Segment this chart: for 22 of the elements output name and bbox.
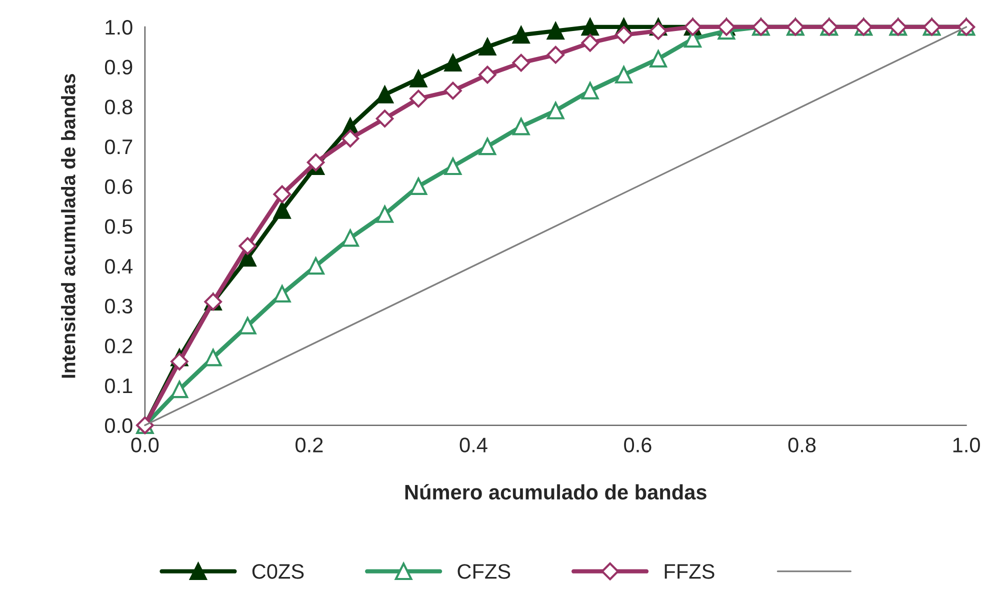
legend-label: FFZS <box>664 564 714 579</box>
y-tick-label: 0.4 <box>104 258 133 274</box>
y-tick-label: 0.1 <box>104 378 132 394</box>
y-tick-label: 0.5 <box>104 219 132 234</box>
y-tick-label: 1.0 <box>106 20 132 35</box>
y-tick-label: 0.0 <box>104 418 132 434</box>
x-tick-label: 0.4 <box>460 438 488 452</box>
x-tick-label: 0.8 <box>788 438 816 452</box>
y-tick-label: 0.2 <box>104 338 132 354</box>
y-axis-title: Intensidad acumulada de bandas <box>61 74 76 378</box>
y-tick-label: 0.6 <box>104 179 132 194</box>
x-tick-label: 0.6 <box>624 438 652 452</box>
y-tick-label: 0.9 <box>104 60 132 75</box>
x-tick-label: 1.0 <box>953 438 980 452</box>
legend-label: CFZS <box>458 564 510 579</box>
legend-label: C0ZS <box>252 564 304 579</box>
x-tick-label: 0.0 <box>131 438 159 452</box>
x-axis-title: Número acumulado de bandas <box>405 484 706 500</box>
y-tick-label: 0.3 <box>104 298 132 314</box>
x-tick-label: 0.2 <box>296 438 323 452</box>
y-tick-label: 0.7 <box>104 139 132 154</box>
y-tick-label: 0.8 <box>104 100 132 114</box>
